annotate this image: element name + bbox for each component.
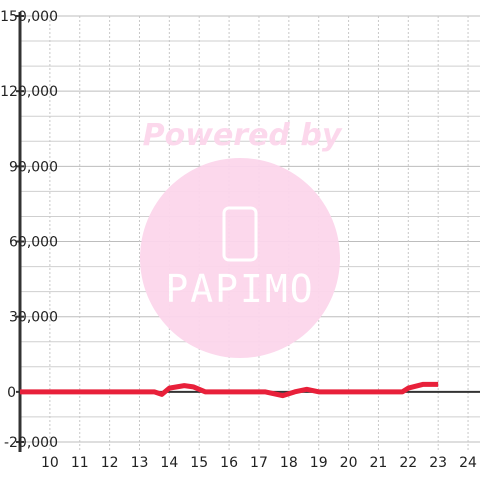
x-tick-label: 11 bbox=[71, 455, 89, 471]
y-tick-label: 120,000 bbox=[0, 84, 58, 100]
watermark-logo: PAPIMO bbox=[165, 267, 314, 311]
x-tick-label: 18 bbox=[280, 455, 298, 471]
y-tick-label: 90,000 bbox=[9, 159, 58, 175]
data-line bbox=[20, 381, 439, 399]
x-tick-label: 16 bbox=[220, 455, 238, 471]
y-tick-label: 0 bbox=[7, 385, 16, 401]
y-tick-label: 150,000 bbox=[0, 9, 58, 25]
x-tick-label: 19 bbox=[310, 455, 328, 471]
x-tick-label: 24 bbox=[459, 455, 477, 471]
y-tick-label: 30,000 bbox=[9, 310, 58, 326]
x-tick-label: 17 bbox=[250, 455, 268, 471]
x-tick-label: 15 bbox=[190, 455, 208, 471]
x-tick-label: 23 bbox=[429, 455, 447, 471]
x-tick-label: 20 bbox=[340, 455, 358, 471]
x-tick-label: 13 bbox=[131, 455, 149, 471]
y-tick-label: -20,000 bbox=[4, 435, 58, 451]
watermark-circle bbox=[140, 158, 340, 358]
y-tick-label: 60,000 bbox=[9, 235, 58, 251]
watermark: Powered by PAPIMO bbox=[140, 118, 343, 358]
x-tick-label: 12 bbox=[101, 455, 119, 471]
x-tick-label: 22 bbox=[399, 455, 417, 471]
watermark-phone bbox=[222, 206, 258, 262]
x-tick-label: 14 bbox=[160, 455, 178, 471]
x-tick-label: 10 bbox=[41, 455, 59, 471]
watermark-text: Powered by bbox=[143, 118, 343, 153]
x-tick-label: 21 bbox=[370, 455, 388, 471]
